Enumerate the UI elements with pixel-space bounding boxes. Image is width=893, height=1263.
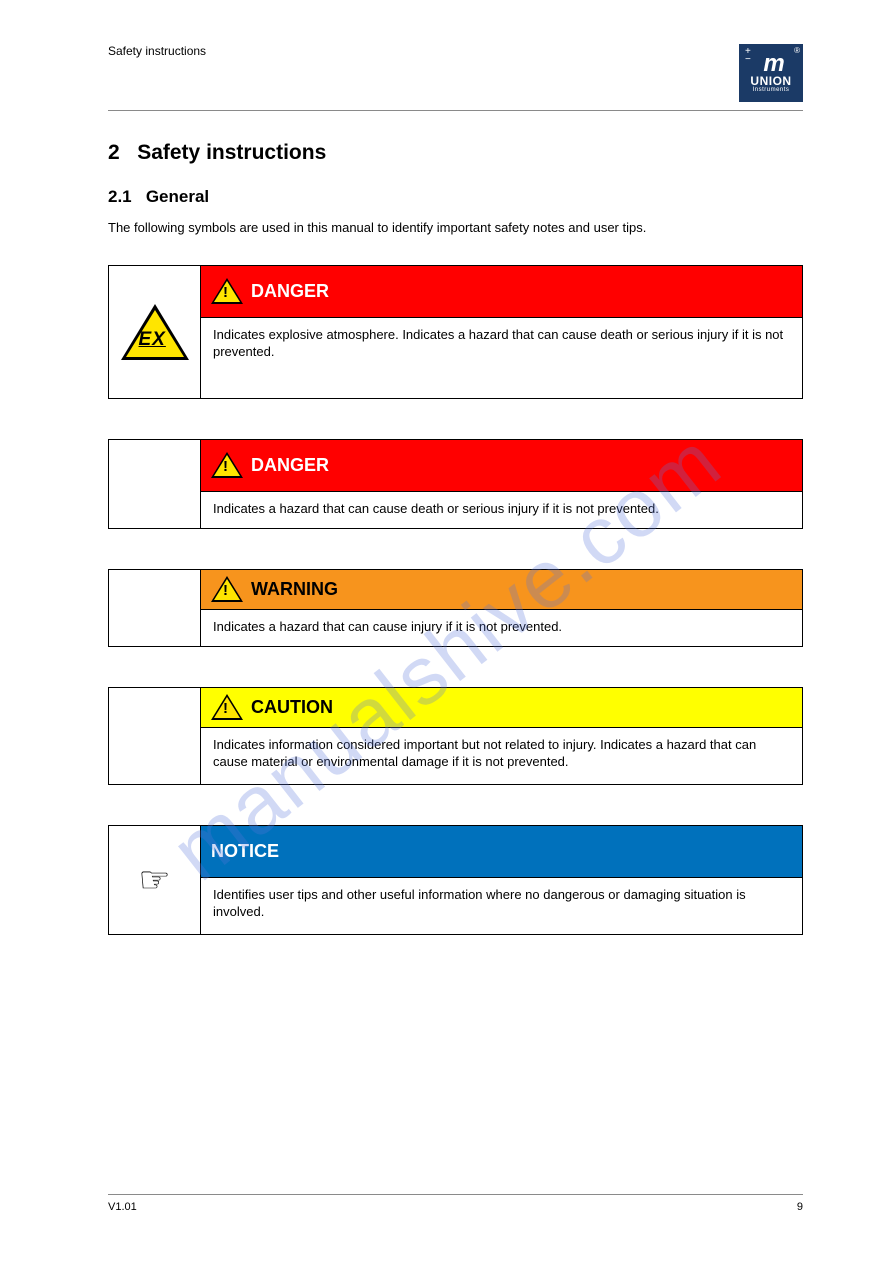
warning-triangle-icon: !	[211, 576, 243, 602]
pointing-hand-icon: ☞	[138, 862, 170, 898]
caution-body: Indicates information considered importa…	[201, 728, 802, 784]
notice-head: NOTICE	[201, 826, 802, 878]
caution-head: ! CAUTION	[201, 688, 802, 728]
notice-head-text: NOTICE	[211, 841, 279, 862]
warning-body: Indicates a hazard that can cause injury…	[201, 610, 802, 646]
danger-box: ! DANGER Indicates a hazard that can cau…	[108, 439, 803, 529]
caution-icon-cell	[109, 688, 201, 784]
notice-icon-cell: ☞	[109, 826, 201, 934]
header-rule	[108, 110, 803, 111]
danger-ex-box: EX ! DANGER Indicates explosive atmosphe…	[108, 265, 803, 399]
logo-line1: UNION	[750, 75, 791, 87]
danger-ex-head: ! DANGER	[201, 266, 802, 318]
danger-ex-icon-cell: EX	[109, 266, 201, 398]
danger-icon-cell	[109, 440, 201, 528]
ex-triangle-icon: EX	[121, 304, 189, 360]
caution-head-text: CAUTION	[251, 697, 333, 718]
intro-paragraph: The following symbols are used in this m…	[108, 219, 803, 237]
subsection-heading: 2.1 General	[108, 187, 803, 207]
warning-box: ! WARNING Indicates a hazard that can ca…	[108, 569, 803, 647]
footer-rule	[108, 1194, 803, 1195]
footer-version: V1.01	[108, 1201, 137, 1213]
caution-box: ! CAUTION Indicates information consider…	[108, 687, 803, 785]
warning-head: ! WARNING	[201, 570, 802, 610]
danger-head: ! DANGER	[201, 440, 802, 492]
warning-triangle-icon: !	[211, 278, 243, 304]
registered-mark: ®	[794, 46, 800, 55]
warning-triangle-icon: !	[211, 452, 243, 478]
plus-minus-icon: +−	[745, 48, 751, 64]
danger-head-text: DANGER	[251, 455, 329, 476]
logo-mark: m	[763, 54, 784, 74]
brand-logo: ® +− m UNION Instruments	[739, 44, 803, 102]
warning-icon-cell	[109, 570, 201, 646]
subsection-title: General	[146, 187, 209, 206]
danger-ex-body: Indicates explosive atmosphere. Indicate…	[201, 318, 802, 398]
section-heading: 2 Safety instructions	[108, 141, 803, 165]
warning-triangle-icon: !	[211, 694, 243, 720]
danger-ex-head-text: DANGER	[251, 281, 329, 302]
notice-body: Identifies user tips and other useful in…	[201, 878, 802, 934]
section-title: Safety instructions	[137, 141, 326, 164]
danger-body: Indicates a hazard that can cause death …	[201, 492, 802, 528]
notice-box: ☞ NOTICE Identifies user tips and other …	[108, 825, 803, 935]
section-number: 2	[108, 141, 120, 164]
breadcrumb: Safety instructions	[108, 44, 206, 58]
subsection-number: 2.1	[108, 187, 132, 206]
footer-page-number: 9	[797, 1201, 803, 1213]
logo-line2: Instruments	[753, 87, 790, 94]
warning-head-text: WARNING	[251, 579, 338, 600]
